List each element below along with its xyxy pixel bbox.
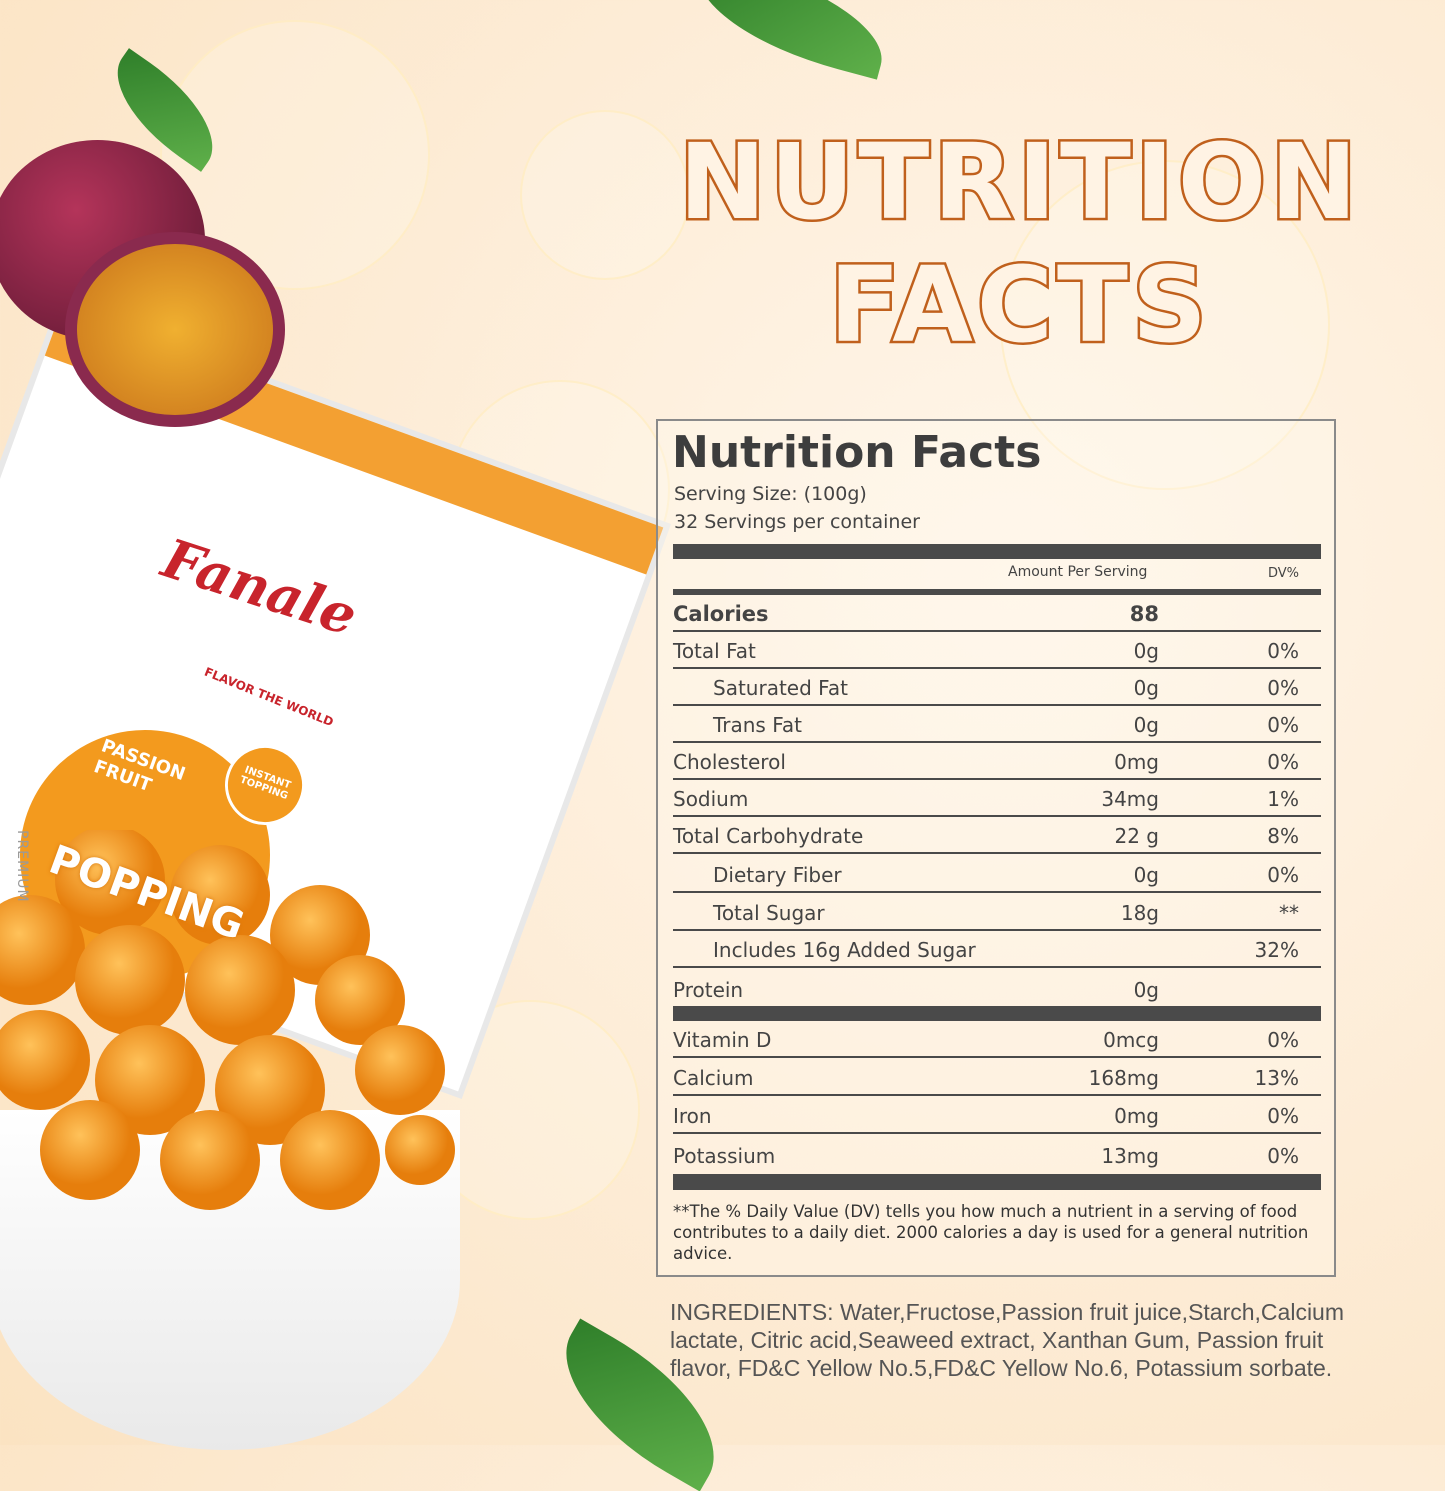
nutrient-amount: 0mcg <box>1103 1028 1159 1052</box>
nutrient-name: Total Carbohydrate <box>673 824 864 848</box>
nutrient-amount: 22 g <box>1114 824 1159 848</box>
headline-line1: NUTRITION <box>676 121 1362 243</box>
nutrient-amount: 168mg <box>1088 1066 1159 1090</box>
nutrient-name: Protein <box>673 978 744 1002</box>
nutrient-row: Trans Fat 0g 0% <box>673 706 1321 743</box>
nutrient-row: Dietary Fiber 0g 0% <box>673 856 1321 893</box>
nutrient-dv: 0% <box>1267 639 1299 663</box>
nutrient-name: Total Fat <box>673 639 756 663</box>
nutrient-name: Total Sugar <box>713 901 825 925</box>
nutrient-dv: 0% <box>1267 713 1299 737</box>
bubble-decoration <box>1000 160 1330 490</box>
serving-size: Serving Size: (100g) <box>674 483 867 505</box>
nutrient-row: Calories 88 <box>673 595 1321 632</box>
nutrient-name: Sodium <box>673 787 749 811</box>
nutrient-dv: 0% <box>1267 1144 1299 1168</box>
ingredients-text: INGREDIENTS: Water,Fructose,Passion frui… <box>670 1299 1345 1381</box>
nutrient-dv: ** <box>1279 901 1299 925</box>
nutrient-amount: 88 <box>1129 602 1159 626</box>
nutrient-row: Calcium 168mg 13% <box>673 1059 1321 1096</box>
nutrient-row: Total Sugar 18g ** <box>673 894 1321 931</box>
divider-thick <box>673 1006 1321 1021</box>
nutrient-row: Potassium 13mg 0% <box>673 1135 1321 1172</box>
nutrient-row: Sodium 34mg 1% <box>673 780 1321 817</box>
nutrient-dv: 8% <box>1267 824 1299 848</box>
nutrient-name: Calcium <box>673 1066 754 1090</box>
nutrient-name: Includes 16g Added Sugar <box>713 938 976 962</box>
nutrient-name: Potassium <box>673 1144 776 1168</box>
nutrient-dv: 1% <box>1267 787 1299 811</box>
passion-fruit-half <box>65 232 285 427</box>
servings-per-container: 32 Servings per container <box>674 511 920 533</box>
nutrient-dv: 0% <box>1267 750 1299 774</box>
nutrient-dv: 0% <box>1267 1028 1299 1052</box>
nutrient-name: Dietary Fiber <box>713 863 842 887</box>
nutrient-dv: 0% <box>1267 676 1299 700</box>
nutrient-amount: 0g <box>1133 713 1159 737</box>
nutrient-row: Total Carbohydrate 22 g 8% <box>673 817 1321 854</box>
divider-thick <box>673 544 1321 559</box>
leaf-image <box>683 0 897 80</box>
premium-side-text: PREMIUM <box>14 830 30 903</box>
nutrient-amount: 13mg <box>1101 1144 1159 1168</box>
nutrient-name: Calories <box>673 602 769 626</box>
nutrient-amount: 0g <box>1133 639 1159 663</box>
product-image: Fanale FLAVOR THE WORLD PASSION FRUIT IN… <box>0 0 664 1450</box>
boba-balls <box>0 825 455 1210</box>
nutrient-row: Cholesterol 0mg 0% <box>673 743 1321 780</box>
nutrient-row: Protein 0g <box>673 969 1321 1006</box>
nutrient-amount: 0g <box>1133 676 1159 700</box>
bubble-decoration <box>520 110 690 280</box>
nutrient-row: Saturated Fat 0g 0% <box>673 669 1321 706</box>
nutrient-dv: 13% <box>1254 1066 1299 1090</box>
nutrient-dv: 0% <box>1267 1104 1299 1128</box>
nutrient-row: Iron 0mg 0% <box>673 1097 1321 1134</box>
nutrient-dv: 32% <box>1254 938 1299 962</box>
nutrient-amount: 18g <box>1120 901 1159 925</box>
nutrient-name: Saturated Fat <box>713 676 848 700</box>
amount-header: Amount Per Serving <box>1008 564 1148 580</box>
nutrient-row: Vitamin D 0mcg 0% <box>673 1021 1321 1058</box>
divider-medium <box>673 589 1321 595</box>
nutrient-amount: 34mg <box>1101 787 1159 811</box>
nutrient-amount: 0mg <box>1114 750 1159 774</box>
nutrient-name: Trans Fat <box>713 713 802 737</box>
dv-footnote: **The % Daily Value (DV) tells you how m… <box>673 1202 1309 1263</box>
nutrient-dv: 0% <box>1267 863 1299 887</box>
nutrition-label: Nutrition Facts Serving Size: (100g) 32 … <box>656 419 1336 1277</box>
nutrient-amount: 0g <box>1133 863 1159 887</box>
popping-boba-pile <box>0 825 460 1210</box>
nutrient-name: Iron <box>673 1104 712 1128</box>
nutrient-row: Total Fat 0g 0% <box>673 632 1321 669</box>
nutrient-name: Cholesterol <box>673 750 786 774</box>
nutrient-name: Vitamin D <box>673 1028 772 1052</box>
nutrient-amount: 0mg <box>1114 1104 1159 1128</box>
nutrient-amount: 0g <box>1133 978 1159 1002</box>
divider-thick <box>673 1174 1321 1190</box>
nutrient-row: Includes 16g Added Sugar 32% <box>673 931 1321 968</box>
headline-line2: FACTS <box>827 244 1211 366</box>
label-title: Nutrition Facts <box>672 427 1042 478</box>
dv-header: DV% <box>1268 566 1300 581</box>
